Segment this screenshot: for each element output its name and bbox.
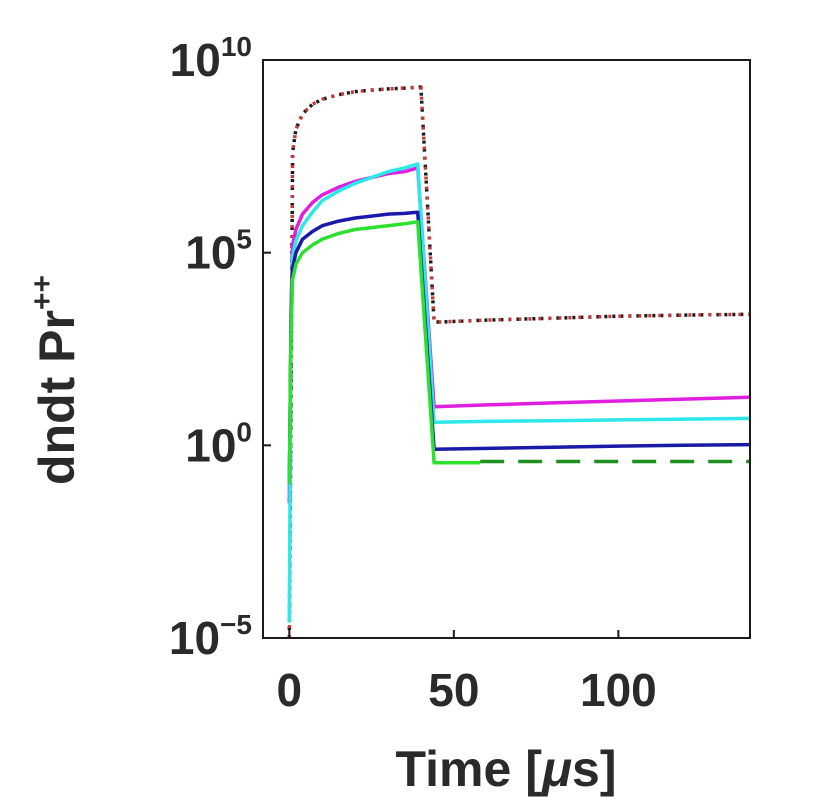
plot-frame bbox=[262, 59, 751, 639]
x-axis-label-unit: μ bbox=[540, 741, 572, 797]
y-tick-label-1: 10−5 bbox=[169, 609, 252, 664]
series-line-1 bbox=[287, 85, 751, 639]
series-line-5 bbox=[287, 210, 751, 484]
series-layer bbox=[287, 85, 751, 639]
x-tick-label-3: 100 bbox=[580, 664, 657, 716]
series-line-2 bbox=[287, 85, 751, 639]
x-axis-label: Time [μs] bbox=[396, 741, 617, 797]
x-axis-label-suffix: s] bbox=[572, 741, 616, 797]
y-axis-label-text: dndt Pr bbox=[29, 310, 85, 485]
series-line-4 bbox=[287, 162, 751, 623]
y-tick-label-4: 1010 bbox=[170, 31, 252, 86]
x-tick-label-1: 0 bbox=[277, 664, 303, 716]
x-tick-label-2: 50 bbox=[428, 664, 479, 716]
y-axis-label: dndt Pr++ bbox=[26, 275, 85, 485]
series-line-6 bbox=[287, 220, 481, 484]
y-axis: 10−5 100 105 1010 bbox=[169, 31, 271, 664]
y-axis-label-sup: ++ bbox=[26, 275, 59, 310]
x-axis-label-prefix: Time [ bbox=[396, 741, 543, 797]
y-tick-label-2: 100 bbox=[185, 416, 252, 471]
x-axis: 0 50 100 bbox=[277, 630, 657, 716]
y-tick-label-3: 105 bbox=[185, 224, 252, 279]
